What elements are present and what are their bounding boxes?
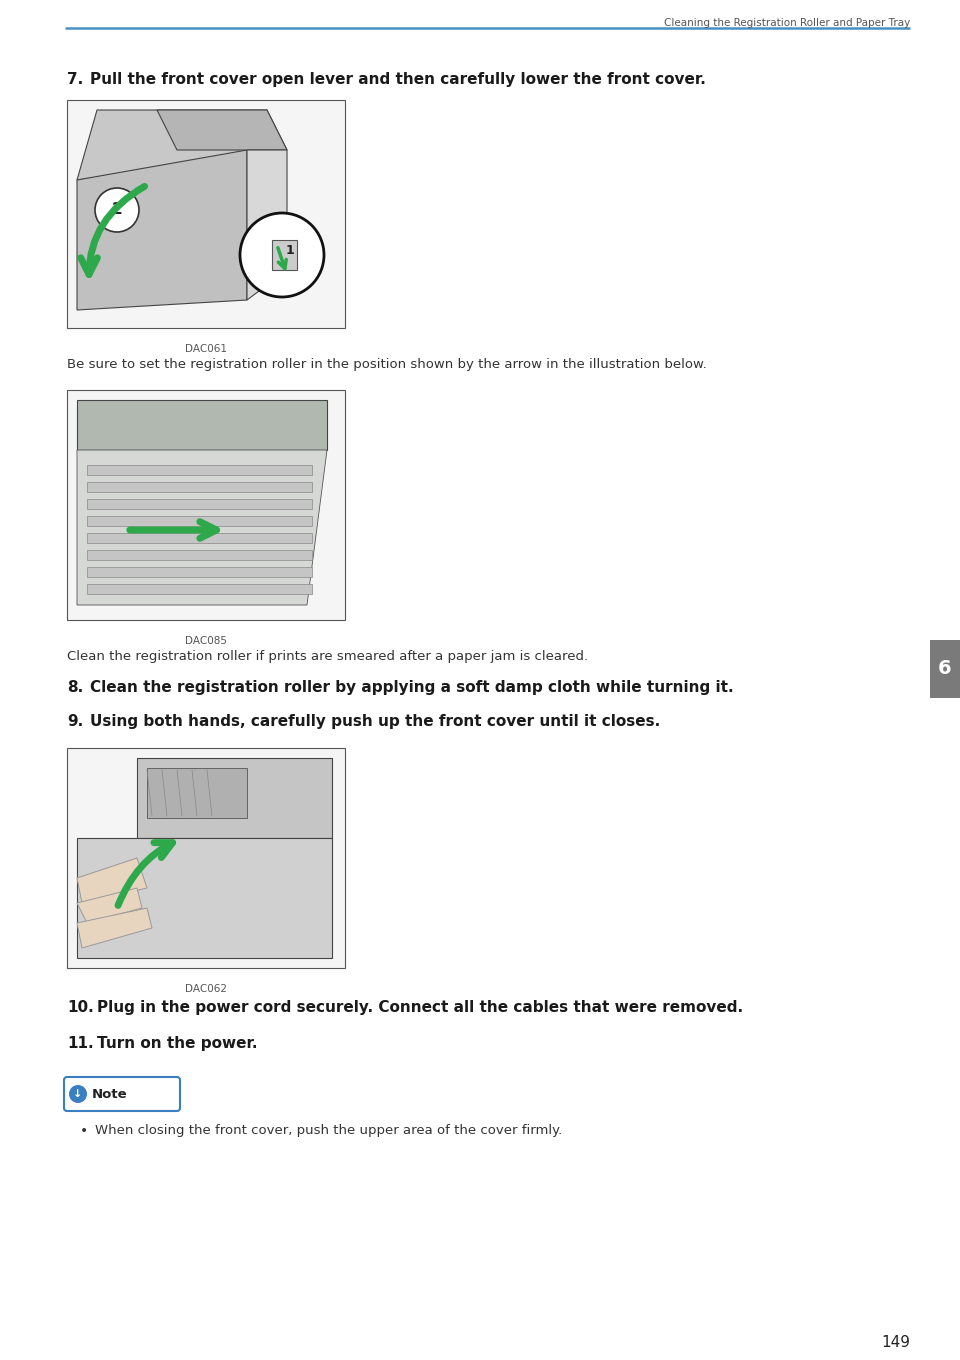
Text: 11.: 11. [67,1036,94,1051]
Polygon shape [87,499,312,509]
Polygon shape [87,549,312,560]
Text: 9.: 9. [67,714,84,729]
Polygon shape [77,400,327,450]
Text: DAC085: DAC085 [185,636,227,646]
Text: Be sure to set the registration roller in the position shown by the arrow in the: Be sure to set the registration roller i… [67,358,707,371]
Text: 149: 149 [881,1336,910,1350]
FancyBboxPatch shape [64,1077,180,1111]
Text: Note: Note [92,1088,128,1100]
Polygon shape [87,481,312,492]
Text: 7.: 7. [67,72,84,87]
Text: Cleaning the Registration Roller and Paper Tray: Cleaning the Registration Roller and Pap… [663,18,910,29]
Polygon shape [272,239,297,271]
Text: DAC062: DAC062 [185,985,227,994]
Text: 10.: 10. [67,1000,94,1015]
Polygon shape [147,768,247,817]
Polygon shape [77,838,332,957]
Circle shape [240,214,324,296]
Polygon shape [137,758,332,838]
Polygon shape [87,515,312,526]
Polygon shape [77,858,147,903]
Polygon shape [157,110,287,150]
Text: ↓: ↓ [73,1089,83,1099]
Text: 2: 2 [111,203,122,218]
Text: Turn on the power.: Turn on the power. [97,1036,257,1051]
Text: Pull the front cover open lever and then carefully lower the front cover.: Pull the front cover open lever and then… [90,72,706,87]
Text: 6: 6 [938,660,951,679]
Text: •: • [80,1123,88,1138]
Polygon shape [87,567,312,577]
Text: Plug in the power cord securely. Connect all the cables that were removed.: Plug in the power cord securely. Connect… [97,1000,743,1015]
Polygon shape [247,150,287,301]
Polygon shape [77,888,142,923]
Text: 8.: 8. [67,680,84,695]
Polygon shape [87,533,312,543]
Polygon shape [87,583,312,594]
Text: When closing the front cover, push the upper area of the cover firmly.: When closing the front cover, push the u… [95,1123,563,1137]
Text: DAC061: DAC061 [185,344,227,354]
Polygon shape [77,110,287,180]
Polygon shape [77,908,152,948]
Text: Clean the registration roller by applying a soft damp cloth while turning it.: Clean the registration roller by applyin… [90,680,733,695]
Polygon shape [77,450,327,605]
Polygon shape [77,150,247,310]
Text: Clean the registration roller if prints are smeared after a paper jam is cleared: Clean the registration roller if prints … [67,650,588,664]
Polygon shape [67,101,345,328]
Text: 1: 1 [286,243,295,257]
Polygon shape [930,641,960,698]
Polygon shape [87,465,312,475]
Text: Using both hands, carefully push up the front cover until it closes.: Using both hands, carefully push up the … [90,714,660,729]
Polygon shape [67,390,345,620]
Circle shape [95,188,139,233]
Polygon shape [67,748,345,968]
Circle shape [69,1085,87,1103]
